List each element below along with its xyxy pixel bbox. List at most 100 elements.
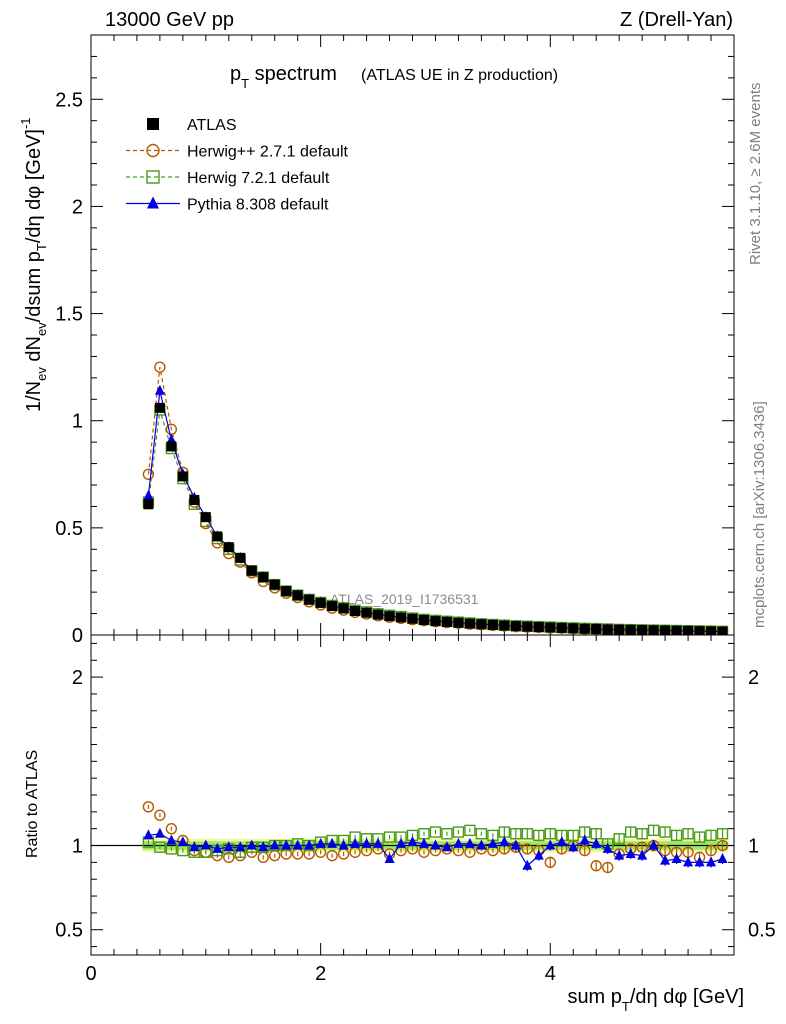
data-point [327,601,338,612]
process-label: Z (Drell-Yan) [620,9,733,31]
collision-label: 13000 GeV pp [105,9,234,31]
ratio-point [154,809,166,821]
ratio-point [659,826,671,838]
ratio-point [177,836,188,847]
legend-entry: Pythia 8.308 default [126,196,329,214]
legend-label: Herwig 7.2.1 default [187,170,330,187]
ratio-point [521,843,534,855]
ratio-point [143,829,154,840]
ratio-ylabel: Ratio to ATLAS [24,750,41,858]
legend-entry: Herwig 7.2.1 default [126,170,330,187]
ratio-point [716,828,729,840]
data-point [476,619,487,630]
data-point [579,623,590,634]
ratio-point [579,834,590,845]
ratio-point [693,831,706,843]
data-point [614,624,625,635]
ratio-point [223,841,234,852]
ratio-series-pythia-8-308-default [143,827,728,871]
data-point [706,626,717,635]
ratio-ytick-label: 1 [72,836,83,858]
ratio-series-herwig-7-2-1-default [142,824,729,858]
data-point [671,625,682,635]
ratio-panel-frame [90,634,735,956]
data-point [142,468,155,480]
ratio-point [154,827,165,838]
ratio-point [453,837,464,848]
data-point [292,590,303,601]
chart-subtitle: (ATLAS UE in Z production) [361,67,558,84]
ratio-ytick-label: 0.5 [55,920,83,942]
ratio-point [544,856,556,869]
data-point [499,620,510,631]
data-point [660,625,671,635]
ratio-point [142,801,155,813]
ratio-point [670,829,683,842]
data-point [418,615,429,625]
ratio-point [475,828,488,840]
ratio-xtick-label: 4 [545,963,556,985]
ratio-point [705,844,717,857]
ratio-point [602,842,613,853]
legend-label: Pythia 8.308 default [187,197,329,214]
ratio-point [269,839,280,850]
data-point [223,542,234,553]
ratio-xtick-label: 2 [315,963,326,985]
ratio-point [601,861,614,874]
data-point [556,622,567,633]
ratio-point [361,837,372,848]
ratio-axes: 0.5 0.5 1 1 2 2 0 2 4 [55,635,776,985]
ratio-point [350,837,361,848]
ratio-point [694,856,705,867]
ratio-point [647,824,660,837]
data-point [602,624,613,635]
main-series [142,361,729,635]
data-point [350,606,361,616]
data-point [258,572,269,583]
ratio-point [636,828,648,840]
ratio-point [522,859,533,870]
ratio-point [464,824,476,837]
data-point [648,625,659,635]
chart-title-main: p [230,63,241,85]
data-point [338,603,349,614]
data-point [430,616,441,627]
data-point [545,622,556,633]
ratio-ytick-label-right: 2 [748,667,759,689]
main-panel: 0 0.5 1 1.5 2 2.5 pT spectrum (ATLAS UE in Z … [55,34,735,647]
data-point [212,531,223,542]
data-point [189,495,200,505]
ratio-point [624,826,637,838]
data-point [487,619,498,630]
ratio-point [464,837,475,848]
ratio-point [683,856,694,867]
ratio-point [441,828,453,840]
legend-marker [147,118,159,130]
legend-entry: ATLAS [147,117,237,134]
ratio-point [533,829,545,842]
ratio-point [246,839,257,850]
ratio-point [568,841,579,852]
data-point [166,441,177,452]
data-point [717,626,728,635]
ratio-point [383,831,396,843]
data-point [269,579,280,590]
mcplots-label: mcplots.cern.ch [arXiv:1306.3436] [751,401,768,628]
ratio-point [510,828,522,840]
ratio-point [338,839,349,850]
data-point [568,623,579,634]
ratio-point [705,829,717,842]
ratio-panel: 0.5 0.5 1 1 2 2 0 2 4 [55,634,776,985]
ratio-ytick-label: 2 [72,667,83,689]
rivet-label: Rivet 3.1.10, ≥ 2.6M events [747,83,764,266]
ratio-point [165,822,178,835]
data-point [154,361,166,373]
legend-label: ATLAS [187,117,237,134]
legend: ATLAS Herwig++ 2.7.1 default Herwig 7.2.1 … [126,117,349,214]
ratio-point [614,849,625,860]
data-point [315,597,326,608]
ratio-point [476,839,487,850]
ratio-point [533,849,544,860]
data-point [625,624,636,635]
